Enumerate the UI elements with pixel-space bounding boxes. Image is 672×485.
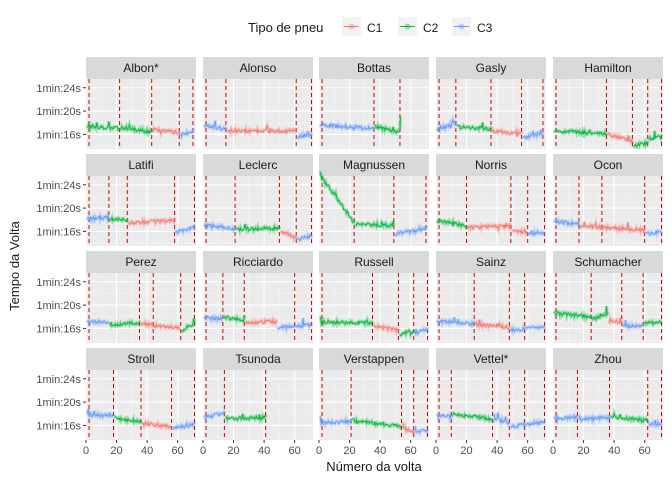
- y-tick-label: 1min:16s: [36, 129, 81, 141]
- x-axis-title: Número da volta: [326, 459, 422, 474]
- panel-background: [203, 273, 313, 343]
- stint-points: [555, 416, 578, 420]
- x-tick-label: 40: [608, 445, 620, 457]
- facet-label: Ricciardo: [233, 255, 283, 269]
- y-tick-label: 1min:20s: [36, 397, 81, 409]
- facet-label: Alonso: [240, 61, 277, 75]
- facet-panel: Ricciardo: [203, 251, 313, 343]
- panel-background: [86, 273, 196, 343]
- facet-label: Ocon: [594, 158, 623, 172]
- facet-label: Sainz: [476, 255, 506, 269]
- panel-background: [203, 370, 313, 440]
- facet-panel: Sainz: [436, 251, 546, 343]
- facet-panel: Magnussen: [319, 154, 429, 246]
- x-tick-label: 20: [343, 445, 355, 457]
- stint-points: [205, 317, 223, 320]
- facet-panel: Schumacher: [553, 251, 663, 343]
- stint-points: [526, 326, 544, 328]
- stint-points: [88, 320, 109, 323]
- panel-background: [436, 273, 546, 343]
- x-tick-label: 20: [227, 445, 239, 457]
- stint-points: [610, 318, 622, 324]
- stint-points: [110, 218, 127, 221]
- legend-label: C2: [423, 21, 439, 35]
- y-tick-label: 1min:24s: [36, 83, 81, 95]
- x-tick-label: 0: [200, 445, 206, 457]
- x-tick-label: 0: [433, 445, 439, 457]
- facet-label: Perez: [125, 255, 156, 269]
- facet-label: Tsunoda: [235, 352, 281, 366]
- stint-points: [511, 328, 525, 332]
- y-tick-label: 1min:16s: [36, 323, 81, 335]
- facet-label: Verstappen: [344, 352, 405, 366]
- x-tick-label: 60: [405, 445, 417, 457]
- stint-points: [110, 322, 139, 326]
- facet-label: Vettel*: [474, 352, 509, 366]
- facet-label: Zhou: [594, 352, 621, 366]
- stint-points: [438, 415, 452, 419]
- facet-panel: Norris: [436, 154, 546, 246]
- panel-background: [319, 176, 429, 246]
- x-tick-label: 20: [460, 445, 472, 457]
- x-tick-label: 40: [258, 445, 270, 457]
- x-tick-label: 0: [316, 445, 322, 457]
- x-tick-label: 0: [83, 445, 89, 457]
- facet-label: Gasly: [476, 61, 507, 75]
- x-tick-label: 40: [374, 445, 386, 457]
- x-tick-label: 20: [110, 445, 122, 457]
- stint-points: [645, 321, 662, 324]
- panel-background: [553, 370, 663, 440]
- x-tick-label: 60: [639, 445, 651, 457]
- y-tick-label: 1min:20s: [36, 300, 81, 312]
- x-tick-label: 60: [522, 445, 534, 457]
- facet-panel: Alonso: [203, 57, 313, 149]
- facet-panel: Hamilton: [553, 57, 663, 149]
- y-tick-label: 1min:20s: [36, 203, 81, 215]
- x-tick-label: 40: [141, 445, 153, 457]
- legend-label: C3: [477, 21, 493, 35]
- y-axis-title: Tempo da Volta: [7, 220, 22, 310]
- facet-panel: Bottas: [319, 57, 429, 149]
- facet-label: Latifi: [128, 158, 153, 172]
- x-tick-label: 0: [550, 445, 556, 457]
- legend-title: Tipo de pneu: [248, 20, 323, 35]
- legend-label: C1: [367, 21, 383, 35]
- y-tick-label: 1min:16s: [36, 226, 81, 238]
- y-tick-label: 1min:24s: [36, 277, 81, 289]
- facet-panel: Ocon: [553, 154, 663, 246]
- panel-background: [436, 370, 546, 440]
- facet-panel: Gasly: [436, 57, 546, 149]
- y-tick-label: 1min:20s: [36, 106, 81, 118]
- facet-label: Albon*: [123, 61, 159, 75]
- panel-background: [553, 79, 663, 149]
- facet-panel: Russell: [319, 251, 429, 343]
- stint-points: [529, 231, 544, 235]
- facet-label: Schumacher: [574, 255, 641, 269]
- facet-label: Hamilton: [584, 61, 631, 75]
- facet-label: Leclerc: [239, 158, 278, 172]
- stint-points: [634, 142, 648, 147]
- legend-key-point: [459, 24, 465, 30]
- panel-background: [86, 176, 196, 246]
- facet-label: Stroll: [127, 352, 154, 366]
- facet-panel: Leclerc: [203, 154, 313, 246]
- x-tick-label: 60: [289, 445, 301, 457]
- facet-label: Russell: [354, 255, 393, 269]
- y-tick-label: 1min:24s: [36, 374, 81, 386]
- facet-label: Bottas: [357, 61, 391, 75]
- x-tick-label: 40: [491, 445, 503, 457]
- legend-key-point: [405, 24, 411, 30]
- panel-background: [553, 176, 663, 246]
- facet-panels: Albon* 1min:24s 1min:20s 1min:16s Alonso Bott…: [36, 57, 663, 457]
- y-tick-label: 1min:16s: [36, 420, 81, 432]
- x-tick-label: 60: [172, 445, 184, 457]
- legend-key-point: [349, 24, 355, 30]
- x-tick-label: 20: [577, 445, 589, 457]
- y-tick-label: 1min:24s: [36, 180, 81, 192]
- facet-label: Magnussen: [343, 158, 405, 172]
- facet-label: Norris: [475, 158, 507, 172]
